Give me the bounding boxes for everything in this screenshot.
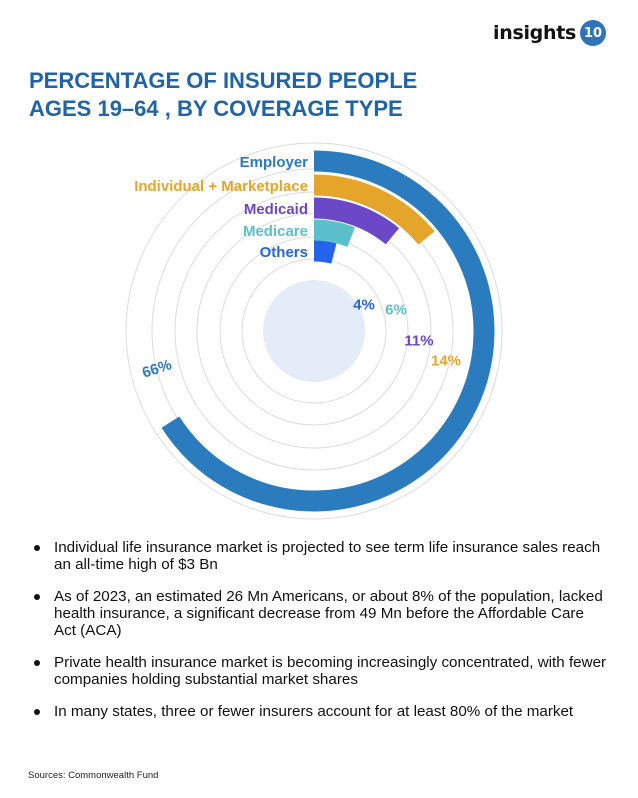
source-note: Sources: Commonwealth Fund: [28, 770, 159, 781]
insight-item: Individual life insurance market is proj…: [28, 539, 608, 573]
page-title: PERCENTAGE OF INSURED PEOPLE AGES 19–64 …: [29, 68, 418, 121]
chart-series-labels: Employer Individual + Marketplace Medicaid…: [134, 154, 308, 261]
insight-text: Private health insurance market is becom…: [54, 654, 607, 688]
bar-individual-marketplace: [313, 174, 435, 245]
series-label: Medicaid: [244, 201, 308, 218]
value-label: 6%: [385, 302, 407, 319]
series-label: Individual + Marketplace: [134, 178, 308, 195]
value-label: 66%: [140, 356, 174, 381]
radial-bar-chart: Employer Individual + Marketplace Medicaid…: [125, 142, 503, 520]
value-label: 11%: [404, 333, 433, 350]
insight-list: Individual life insurance market is proj…: [28, 539, 608, 735]
chart-center-disc: [263, 280, 365, 382]
bar-medicaid: [313, 197, 400, 245]
grid-ring: [219, 236, 409, 426]
bullet-dot-icon: [34, 594, 40, 600]
grid-ring: [241, 258, 387, 404]
value-label: 4%: [353, 297, 375, 314]
insight-item: In many states, three or fewer insurers …: [28, 703, 608, 720]
value-label: 14%: [431, 353, 461, 370]
chart-bars: [161, 150, 495, 512]
series-label: Employer: [240, 154, 309, 171]
insight-text: Individual life insurance market is proj…: [54, 539, 601, 573]
insight-item: Private health insurance market is becom…: [28, 654, 608, 688]
insight-text: In many states, three or fewer insurers …: [54, 703, 574, 720]
brand-badge: 10: [580, 20, 606, 46]
bar-others: [313, 240, 337, 264]
series-label: Others: [260, 244, 308, 261]
bullet-dot-icon: [34, 545, 40, 551]
series-label: Medicare: [243, 223, 308, 240]
insight-text: As of 2023, an estimated 26 Mn Americans…: [54, 588, 603, 639]
bullet-dot-icon: [34, 709, 40, 715]
bar-employer: [161, 150, 495, 512]
bar-medicare: [313, 219, 356, 247]
brand-name: insights: [493, 22, 576, 44]
bullet-dot-icon: [34, 660, 40, 666]
insight-item: As of 2023, an estimated 26 Mn Americans…: [28, 588, 608, 639]
brand-logo: insights 10: [493, 20, 606, 46]
grid-ring: [125, 142, 503, 520]
